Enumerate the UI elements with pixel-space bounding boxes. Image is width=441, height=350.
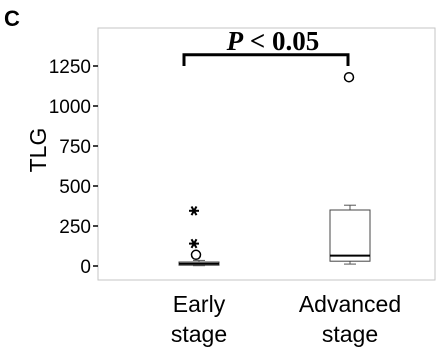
plot-frame: [97, 27, 436, 281]
outlier-point-0: [343, 71, 355, 83]
y-tick-label-0: 0: [80, 257, 91, 278]
boxes-layer: [178, 71, 371, 267]
y-tick-label-2: 500: [59, 177, 91, 198]
x-label-line2-0: stage: [171, 321, 227, 347]
box-0: [178, 205, 220, 267]
x-label-line2-1: stage: [322, 321, 378, 347]
y-tick-label-1: 250: [59, 217, 91, 238]
x-axis-labels: Early stage Advanced stage: [171, 291, 401, 347]
outlier-point-0: [190, 249, 202, 261]
y-axis-label: TLG: [25, 128, 51, 173]
significance-annotation: P < 0.05: [182, 26, 350, 66]
x-label-line1-0: Early: [173, 291, 226, 317]
x-label-line1-1: Advanced: [299, 291, 401, 317]
y-tick-label-5: 1250: [49, 57, 91, 78]
panel-label: C: [4, 6, 20, 31]
y-tick-label-3: 750: [59, 137, 91, 158]
y-axis: 0 250 500 750 1000 1250: [49, 57, 98, 278]
p-value-text: < 0.05: [243, 26, 319, 56]
box-iqr: [329, 209, 371, 262]
extreme-point-1: [189, 205, 199, 216]
extreme-point-0: [189, 238, 199, 249]
y-tick-label-4: 1000: [49, 97, 91, 118]
significance-bracket: [182, 53, 350, 66]
p-value-label: P < 0.05: [226, 26, 320, 56]
p-symbol: P: [226, 26, 244, 56]
box-1: [329, 71, 371, 265]
